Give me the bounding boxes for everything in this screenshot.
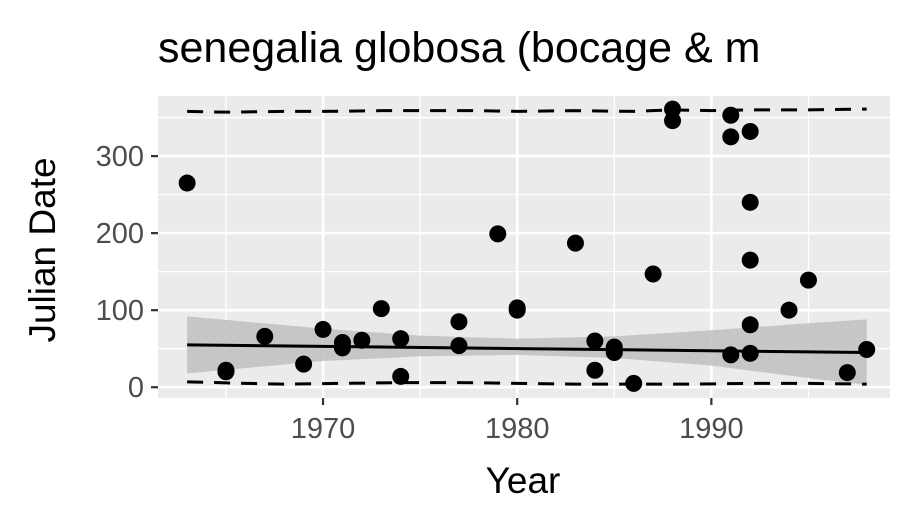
data-point [838,364,856,382]
data-point [858,340,876,358]
x-tick-label: 1980 [485,413,550,445]
data-point [644,265,662,283]
data-point [353,331,371,349]
y-tick-label: 300 [96,141,144,173]
points-layer [178,100,876,392]
data-point [372,300,390,318]
grid-minor [158,96,890,398]
data-point [489,225,507,243]
data-point [450,313,468,331]
data-point [586,332,604,350]
data-point [722,106,740,124]
y-tick-label: 100 [96,295,144,327]
x-axis-title: Year [486,460,561,501]
data-point [741,316,759,334]
data-point [566,234,584,252]
data-point [217,363,235,381]
y-axis: 0 100 200 300 [96,141,158,404]
data-point [295,355,313,373]
chart-title: senegalia globosa (bocage & m [158,24,760,72]
data-point [314,320,332,338]
data-point [586,361,604,379]
data-point [392,367,410,385]
x-tick-label: 1990 [679,413,744,445]
data-point [178,174,196,192]
data-point [741,251,759,269]
y-tick-label: 0 [128,372,144,404]
y-tick-label: 200 [96,218,144,250]
data-point [605,344,623,362]
quantile-lower-line [187,380,867,386]
data-point [664,112,682,130]
data-point [392,330,410,348]
data-point [799,271,817,289]
data-point [256,327,274,345]
data-point [722,346,740,364]
data-point [741,344,759,362]
data-point [741,122,759,140]
data-point [741,193,759,211]
data-point [625,374,643,392]
y-axis-title: Julian Date [22,157,63,342]
data-point [450,337,468,355]
x-axis: 1970 1980 1990 [291,398,744,445]
plot-panel [158,96,890,398]
x-tick-label: 1970 [291,413,356,445]
data-point [508,301,526,319]
data-point [333,339,351,357]
data-point [780,301,798,319]
data-point [722,128,740,146]
